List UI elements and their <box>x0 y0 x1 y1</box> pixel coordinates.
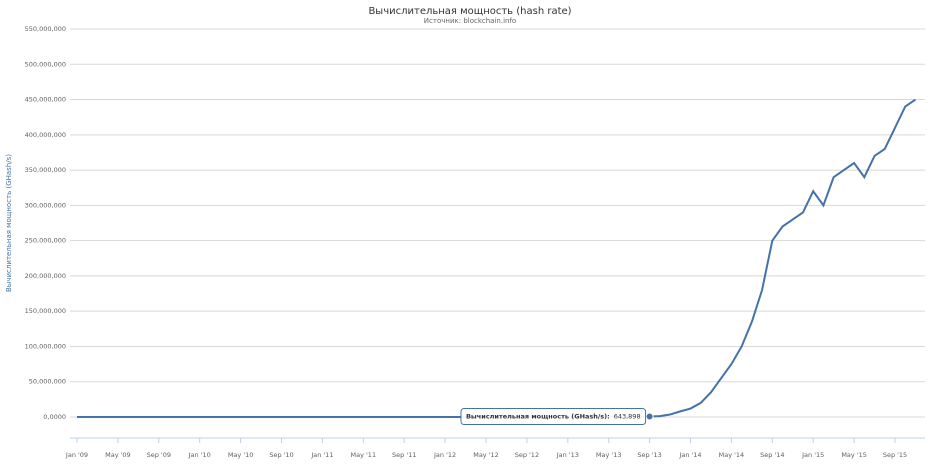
x-tick-label: May '09 <box>105 451 131 459</box>
tooltip-value: 643,898 <box>614 413 641 421</box>
y-tick-label: 250,000,000 <box>25 237 66 245</box>
tooltip-box <box>460 408 647 426</box>
x-tick-label: Sep '12 <box>515 451 539 459</box>
y-tick-label: 150,000,000 <box>25 307 66 315</box>
x-tick-label: May '14 <box>719 451 745 459</box>
chart-subtitle: Источник: blockchain.info <box>424 17 516 25</box>
x-tick-label: Jan '14 <box>678 451 701 459</box>
x-tick-label: Jan '10 <box>188 451 211 459</box>
x-tick-label: May '13 <box>596 451 622 459</box>
y-tick-label: 0,0000 <box>43 413 66 421</box>
x-tick-label: Sep '15 <box>883 451 907 459</box>
x-tick-label: May '10 <box>228 451 254 459</box>
tooltip-marker <box>645 412 654 421</box>
x-tick-label: Sep '09 <box>147 451 171 459</box>
x-tick-label: Jan '15 <box>801 451 824 459</box>
x-tick-label: Sep '14 <box>760 451 784 459</box>
y-tick-label: 50,000,000 <box>29 378 66 386</box>
x-tick-label: May '12 <box>473 451 499 459</box>
y-tick-label: 200,000,000 <box>25 272 66 280</box>
x-tick-label: Jan '11 <box>310 451 333 459</box>
y-tick-label: 350,000,000 <box>25 166 66 174</box>
y-tick-label: 500,000,000 <box>25 60 66 68</box>
x-tick-label: Jan '09 <box>65 451 88 459</box>
x-tick-label: Sep '11 <box>392 451 416 459</box>
chart-title: Вычислительная мощность (hash rate) <box>368 6 571 17</box>
y-axis-title: Вычислительная мощность (GHash/s) <box>5 154 13 292</box>
tooltip: Вычислительная мощность (GHash/s): 643,89… <box>460 408 647 426</box>
x-tick-label: May '11 <box>351 451 377 459</box>
x-tick-label: Sep '13 <box>637 451 661 459</box>
x-tick-label: May '15 <box>841 451 867 459</box>
y-tick-label: 300,000,000 <box>25 201 66 209</box>
y-tick-label: 550,000,000 <box>25 25 66 33</box>
x-tick-label: Jan '13 <box>556 451 579 459</box>
x-tick-label: Jan '12 <box>433 451 456 459</box>
x-tick-label: Sep '10 <box>269 451 293 459</box>
tooltip-label: Вычислительная мощность (GHash/s): <box>466 413 610 421</box>
series-line <box>77 98 917 418</box>
y-tick-label: 450,000,000 <box>25 96 66 104</box>
y-tick-label: 100,000,000 <box>25 342 66 350</box>
y-tick-label: 400,000,000 <box>25 131 66 139</box>
